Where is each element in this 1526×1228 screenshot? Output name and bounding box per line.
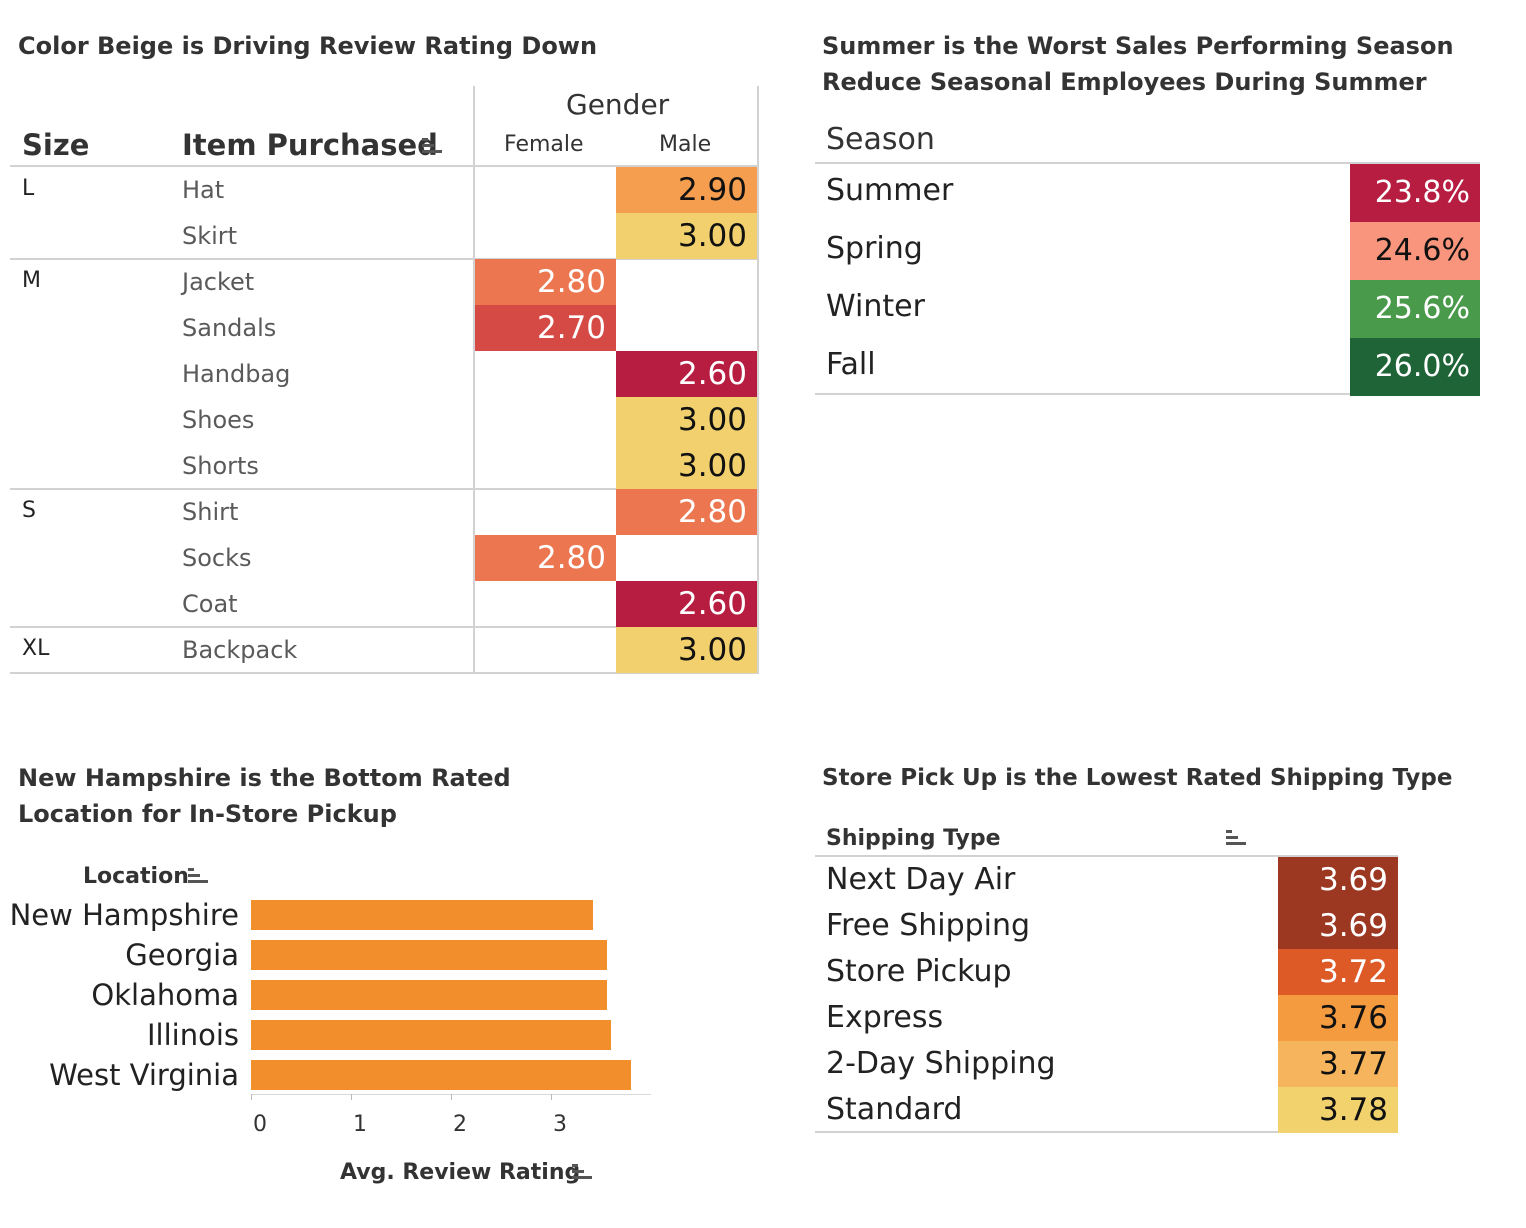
location-bar[interactable] xyxy=(251,980,607,1010)
shipping-type-label: Next Day Air xyxy=(826,862,1016,897)
divider xyxy=(757,86,759,674)
shipping-type-label: Standard xyxy=(826,1092,963,1127)
sort-icon[interactable] xyxy=(188,868,208,886)
male-rating-cell[interactable]: 2.60 xyxy=(616,581,757,627)
item-purchased-header[interactable]: Item Purchased xyxy=(182,128,438,162)
chart-2-subtitle: Reduce Seasonal Employees During Summer xyxy=(822,68,1427,96)
item-label: Sandals xyxy=(182,314,277,342)
location-label: Illinois xyxy=(146,1018,239,1052)
male-rating-cell[interactable]: 3.00 xyxy=(616,397,757,443)
location-bar[interactable] xyxy=(251,1060,631,1090)
chart-2-title: Summer is the Worst Sales Performing Sea… xyxy=(822,32,1454,60)
sort-icon[interactable] xyxy=(572,1164,592,1182)
location-label: Oklahoma xyxy=(91,978,239,1012)
shipping-rating-cell[interactable]: 3.69 xyxy=(1278,857,1398,903)
location-axis-label[interactable]: Location xyxy=(83,864,189,889)
group-rule xyxy=(10,626,759,628)
gender-group-header: Gender xyxy=(566,88,670,121)
x-tick xyxy=(451,1094,452,1100)
season-value-cell[interactable]: 24.6% xyxy=(1350,222,1480,280)
size-label: XL xyxy=(22,636,50,661)
size-label: M xyxy=(22,268,41,293)
item-label: Jacket xyxy=(182,268,255,296)
bottom-rule xyxy=(815,1131,1398,1133)
x-tick-label: 3 xyxy=(553,1112,567,1137)
season-label: Winter xyxy=(826,289,925,324)
x-tick-label: 0 xyxy=(253,1112,267,1137)
female-column-header: Female xyxy=(504,132,584,157)
season-label: Spring xyxy=(826,231,923,266)
shipping-rating-cell[interactable]: 3.78 xyxy=(1278,1087,1398,1133)
chart-4-title: Store Pick Up is the Lowest Rated Shippi… xyxy=(822,765,1453,791)
divider xyxy=(473,86,475,674)
location-label: New Hampshire xyxy=(9,898,239,932)
x-tick-label: 2 xyxy=(453,1112,467,1137)
shipping-type-label: 2-Day Shipping xyxy=(826,1046,1056,1081)
item-label: Backpack xyxy=(182,636,298,664)
shipping-type-label: Free Shipping xyxy=(826,908,1031,943)
location-label: Georgia xyxy=(125,938,239,972)
chart-3-subtitle: Location for In-Store Pickup xyxy=(18,800,397,828)
header-rule xyxy=(815,162,1480,164)
group-rule xyxy=(10,488,759,490)
season-value-cell[interactable]: 26.0% xyxy=(1350,338,1480,396)
season-header: Season xyxy=(826,122,935,157)
x-tick xyxy=(351,1094,352,1100)
header-rule xyxy=(10,165,759,167)
shipping-type-header[interactable]: Shipping Type xyxy=(826,826,1001,851)
location-label: West Virginia xyxy=(49,1058,239,1092)
location-bar[interactable] xyxy=(251,940,607,970)
item-label: Socks xyxy=(182,544,252,572)
shipping-rating-cell[interactable]: 3.76 xyxy=(1278,995,1398,1041)
shipping-rating-cell[interactable]: 3.69 xyxy=(1278,903,1398,949)
male-rating-cell[interactable]: 2.90 xyxy=(616,167,757,213)
location-bar[interactable] xyxy=(251,900,593,930)
bottom-rule xyxy=(815,393,1480,395)
item-label: Handbag xyxy=(182,360,291,388)
male-rating-cell[interactable]: 2.80 xyxy=(616,489,757,535)
x-axis-title[interactable]: Avg. Review Rating xyxy=(340,1160,581,1185)
header-rule xyxy=(815,855,1398,857)
shipping-rating-cell[interactable]: 3.77 xyxy=(1278,1041,1398,1087)
group-rule xyxy=(10,258,759,260)
item-label: Skirt xyxy=(182,222,238,250)
male-rating-cell[interactable]: 3.00 xyxy=(616,627,757,673)
female-rating-cell[interactable]: 2.70 xyxy=(475,305,616,351)
x-tick-label: 1 xyxy=(353,1112,367,1137)
shipping-type-label: Store Pickup xyxy=(826,954,1012,989)
chart-1-title: Color Beige is Driving Review Rating Dow… xyxy=(18,32,598,60)
size-label: S xyxy=(22,498,36,523)
season-value-cell[interactable]: 25.6% xyxy=(1350,280,1480,338)
item-label: Shorts xyxy=(182,452,259,480)
season-value-cell[interactable]: 23.8% xyxy=(1350,164,1480,222)
female-rating-cell[interactable]: 2.80 xyxy=(475,535,616,581)
shipping-type-label: Express xyxy=(826,1000,944,1035)
location-bar[interactable] xyxy=(251,1020,611,1050)
bottom-rule xyxy=(10,672,759,674)
item-label: Hat xyxy=(182,176,225,204)
season-label: Fall xyxy=(826,347,876,382)
male-column-header: Male xyxy=(659,132,712,157)
size-header: Size xyxy=(22,128,90,162)
size-label: L xyxy=(22,176,35,201)
male-rating-cell[interactable]: 3.00 xyxy=(616,443,757,489)
female-rating-cell[interactable]: 2.80 xyxy=(475,259,616,305)
season-label: Summer xyxy=(826,173,954,208)
chart-3-title: New Hampshire is the Bottom Rated xyxy=(18,764,511,792)
male-rating-cell[interactable]: 2.60 xyxy=(616,351,757,397)
item-label: Shirt xyxy=(182,498,239,526)
x-tick xyxy=(251,1094,252,1100)
sort-icon[interactable] xyxy=(1226,830,1246,848)
male-rating-cell[interactable]: 3.00 xyxy=(616,213,757,259)
item-label: Coat xyxy=(182,590,238,618)
x-tick xyxy=(551,1094,552,1100)
sort-icon[interactable] xyxy=(422,138,442,156)
shipping-rating-cell[interactable]: 3.72 xyxy=(1278,949,1398,995)
item-label: Shoes xyxy=(182,406,255,434)
